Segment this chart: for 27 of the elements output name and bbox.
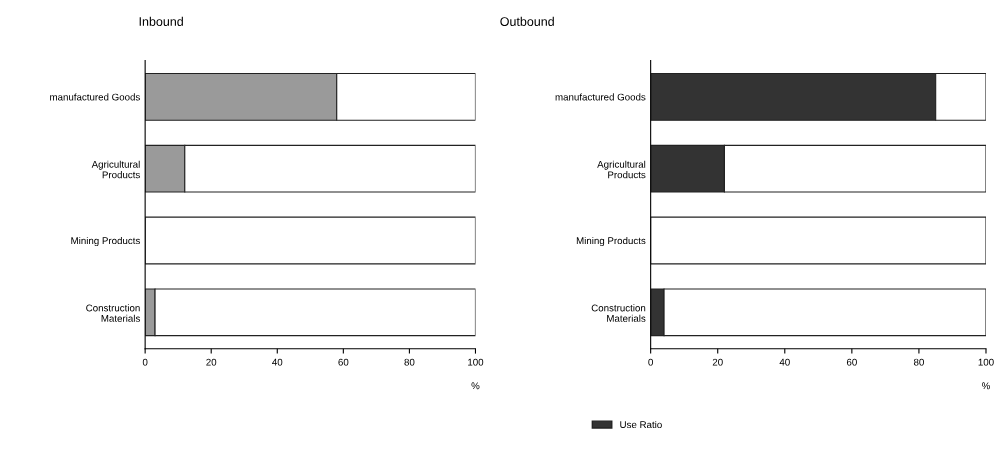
legend-label: Use Ratio	[620, 420, 662, 429]
x-tick-label: 20	[712, 358, 723, 366]
y-tick-label: Agricultural Products	[597, 160, 646, 179]
x-tick-label: 40	[779, 358, 790, 366]
y-tick-label: Mining Products	[71, 236, 140, 247]
x-tick-label: 60	[338, 358, 349, 366]
y-tick-label: Mining Products	[576, 236, 646, 247]
x-axis-title: %	[471, 382, 480, 390]
x-tick-label: 60	[846, 358, 857, 366]
y-tick-label: Construction Materials	[591, 304, 646, 322]
x-tick-label: 100	[978, 358, 994, 366]
y-tick-label: Agricultural Products	[91, 160, 140, 179]
x-tick-label: 80	[404, 358, 415, 366]
x-tick-label: 20	[206, 358, 217, 366]
y-tick-label: manufactured Goods	[555, 93, 646, 101]
text: Outbound	[500, 16, 554, 26]
y-tick-label: Construction Materials	[86, 304, 140, 322]
bar	[650, 216, 986, 265]
x-tick-label: 0	[648, 358, 653, 366]
x-tick-label: 40	[272, 358, 283, 366]
x-tick-label: 100	[468, 358, 484, 366]
x-tick-label: 0	[142, 358, 148, 366]
x-axis-title: %	[982, 382, 990, 390]
bar	[145, 216, 476, 265]
chart-title: Inbound	[139, 16, 183, 26]
y-tick-label: manufactured Goods	[50, 93, 140, 101]
x-tick-label: 80	[913, 358, 924, 366]
